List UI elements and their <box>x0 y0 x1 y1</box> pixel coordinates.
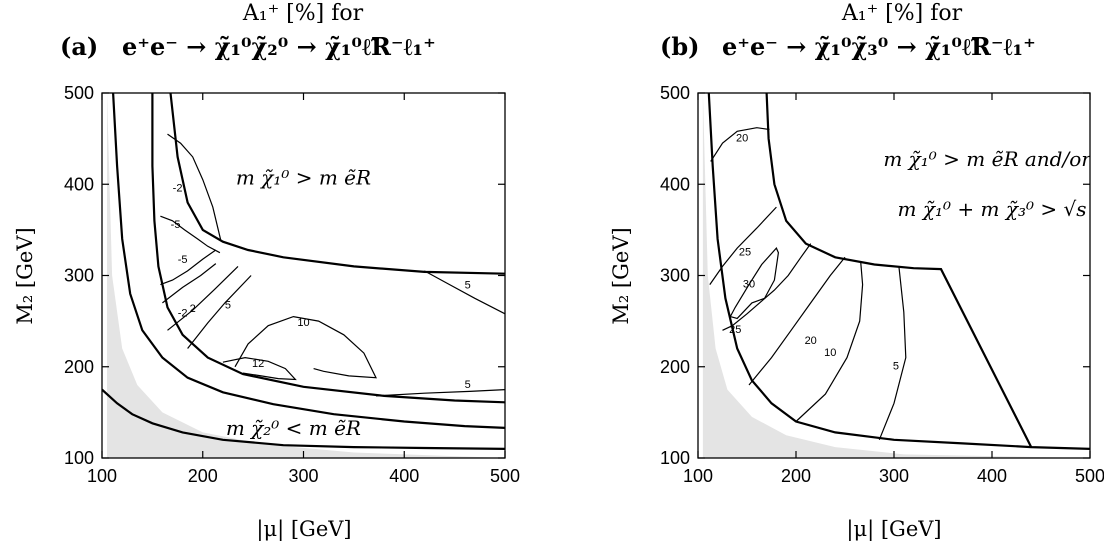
panel-a-contour-line <box>187 275 252 349</box>
panel-a-x-tick-label: 100 <box>87 466 117 486</box>
panel-b-excluded-region <box>702 93 1090 458</box>
panel-a-boundary-curve <box>169 93 505 275</box>
panel-a-contour-label: -5 <box>171 219 181 231</box>
panel-b-title-line1: A₁⁺ [%] for <box>841 1 963 26</box>
panel-a-contour-line <box>160 249 217 286</box>
panel-b-region-label: m χ̃₁⁰ + m χ̃₃⁰ > √s <box>898 197 1087 221</box>
panel-a-title-process: e⁺e⁻ → χ̃₁⁰χ̃₂⁰ → χ̃₁⁰ℓ̃R⁻ℓ₁⁺ <box>122 32 436 61</box>
panel-b-y-axis-label: M₂ [GeV] <box>609 227 633 324</box>
panel-b-x-tick-label: 200 <box>781 466 811 486</box>
panel-a-contour-line <box>167 133 222 241</box>
panel-b-y-tick-label: 200 <box>660 357 690 377</box>
panel-b-contour-label: 20 <box>736 133 748 145</box>
panel-a-contour-label: -2 <box>178 308 188 320</box>
panel-a-plot-frame <box>101 92 506 459</box>
panel-b-y-tick-label: 500 <box>660 83 690 103</box>
panel-a-contour-line <box>167 265 239 331</box>
panel-a: A₁⁺ [%] for (a) e⁺e⁻ → χ̃₁⁰χ̃₂⁰ → χ̃₁⁰ℓ̃… <box>13 1 520 542</box>
panel-b-contour-label: 20 <box>805 335 817 347</box>
panel-b-x-tick-label: 300 <box>879 466 909 486</box>
panel-a-contour-label: 5 <box>465 279 471 291</box>
panel-b-x-tick-label: 100 <box>683 466 713 486</box>
panel-a-title-line1: A₁⁺ [%] for <box>242 1 364 26</box>
panel-a-contour-label: -2 <box>173 183 183 195</box>
panel-a-contour-line <box>424 270 505 315</box>
panel-b-contour-label: 5 <box>893 361 899 373</box>
panel-a-region-label: m χ̃₁⁰ > m ẽR <box>236 165 371 189</box>
panel-b-contour-label: 10 <box>824 347 836 359</box>
panel-b-y-tick-label: 400 <box>660 174 690 194</box>
panel-b-contour-label: 25 <box>739 247 751 259</box>
panel-a-y-tick-label: 400 <box>64 174 94 194</box>
panel-a-contour-label: 12 <box>252 358 264 370</box>
panel-a-contour-line <box>234 315 377 379</box>
panel-b-y-tick-label: 300 <box>660 266 690 286</box>
panel-a-contour-label: 5 <box>465 379 471 391</box>
panel-a-title-label: (a) <box>60 32 98 61</box>
panel-b-title-label: (b) <box>660 32 700 61</box>
panel-b-contour-line <box>748 256 846 386</box>
panel-a-contour-label: 2 <box>190 303 196 315</box>
panel-b-title-process: e⁺e⁻ → χ̃₁⁰χ̃₃⁰ → χ̃₁⁰ℓ̃R⁻ℓ₁⁺ <box>722 32 1036 61</box>
panel-a-y-tick-label: 100 <box>64 448 94 468</box>
panel-b-boundary-curve <box>707 93 1090 450</box>
panel-a-contour-label: 10 <box>297 317 309 329</box>
panel-b-contour-line <box>795 261 864 422</box>
panel-b-region-label: m χ̃₁⁰ > m ẽR and/or <box>883 147 1092 171</box>
panel-b-contour-line <box>722 243 812 331</box>
panel-a-contour-label: -5 <box>178 254 188 266</box>
panel-a-excluded-region <box>107 93 505 458</box>
panel-b: A₁⁺ [%] for (b) e⁺e⁻ → χ̃₁⁰χ̃₃⁰ → χ̃₁⁰ℓ̃… <box>609 1 1104 542</box>
panel-a-boundary-curve <box>102 388 505 450</box>
panel-a-x-axis-label: |μ| [GeV] <box>256 517 351 542</box>
panel-b-x-tick-label: 400 <box>977 466 1007 486</box>
panel-a-x-tick-label: 500 <box>490 466 520 486</box>
panel-b-contour-line <box>729 247 780 320</box>
panel-b-y-tick-label: 100 <box>660 448 690 468</box>
panel-a-region-label: m χ̃₂⁰ < m ẽR <box>226 416 361 440</box>
panel-a-y-tick-label: 300 <box>64 266 94 286</box>
panel-a-y-tick-label: 500 <box>64 83 94 103</box>
panel-a-x-tick-label: 400 <box>389 466 419 486</box>
panel-a-boundary-curve <box>112 93 505 429</box>
panel-a-boundary-curve <box>151 93 505 404</box>
panel-a-contour-line <box>160 215 221 254</box>
panel-b-contour-line <box>878 266 907 441</box>
panel-b-x-axis-label: |μ| [GeV] <box>846 517 941 542</box>
panel-a-y-tick-label: 200 <box>64 357 94 377</box>
panel-b-contour-line <box>710 127 770 162</box>
panel-b-x-tick-label: 500 <box>1075 466 1104 486</box>
panel-a-x-tick-label: 200 <box>188 466 218 486</box>
panel-b-boundary-curve <box>765 93 1033 448</box>
panel-a-contour-line <box>222 356 297 381</box>
panel-a-contour-line <box>375 389 505 397</box>
panel-b-contour-label: 30 <box>743 279 755 291</box>
panel-a-contour-label: 5 <box>225 300 231 312</box>
panel-a-x-tick-label: 300 <box>288 466 318 486</box>
panel-b-contour-line <box>709 206 777 285</box>
panel-a-contour-line <box>162 263 217 304</box>
panel-a-y-axis-label: M₂ [GeV] <box>13 227 37 324</box>
